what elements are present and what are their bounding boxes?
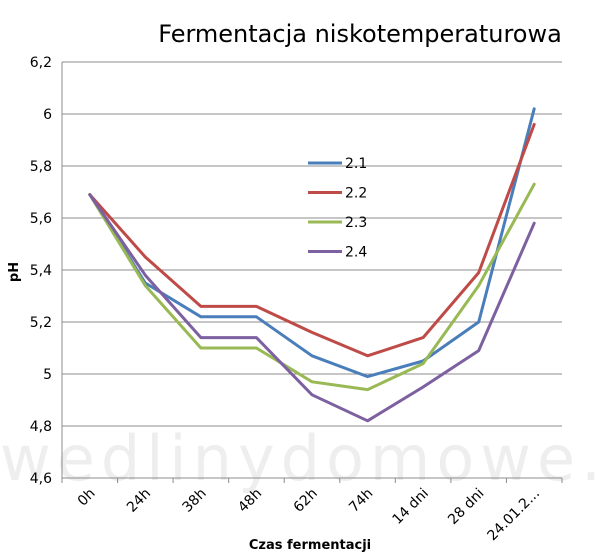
series-layer <box>88 107 536 423</box>
y-tick-label: 5,8 <box>30 159 52 175</box>
x-axis-title: Czas fermentacji <box>249 538 371 553</box>
watermark: wedlinydomowe.pl <box>0 422 596 495</box>
series-line-2.2 <box>88 122 536 358</box>
y-tick-label: 5,4 <box>30 263 52 279</box>
y-tick-label: 6 <box>43 107 52 123</box>
legend-label: 2.2 <box>345 186 367 202</box>
series-line-2.3 <box>88 182 536 392</box>
y-tick-label: 5,6 <box>30 211 52 227</box>
y-tick-label: 4,6 <box>30 471 52 487</box>
legend-label: 2.3 <box>345 215 367 231</box>
y-axis-title: pH <box>7 262 22 282</box>
legend-label: 2.1 <box>345 156 367 172</box>
y-tick-label: 5,2 <box>30 315 52 331</box>
y-tick-label: 4,8 <box>30 419 52 435</box>
grid <box>62 61 562 479</box>
chart-title: Fermentacja niskotemperaturowa <box>158 20 562 48</box>
y-tick-label: 6,2 <box>30 55 52 71</box>
y-tick-label: 5 <box>43 367 52 383</box>
series-line-2.4 <box>88 193 536 423</box>
series-line-2.1 <box>88 107 536 379</box>
legend-label: 2.4 <box>345 245 367 261</box>
legend: 2.1 2.2 2.3 2.4 <box>308 156 367 261</box>
